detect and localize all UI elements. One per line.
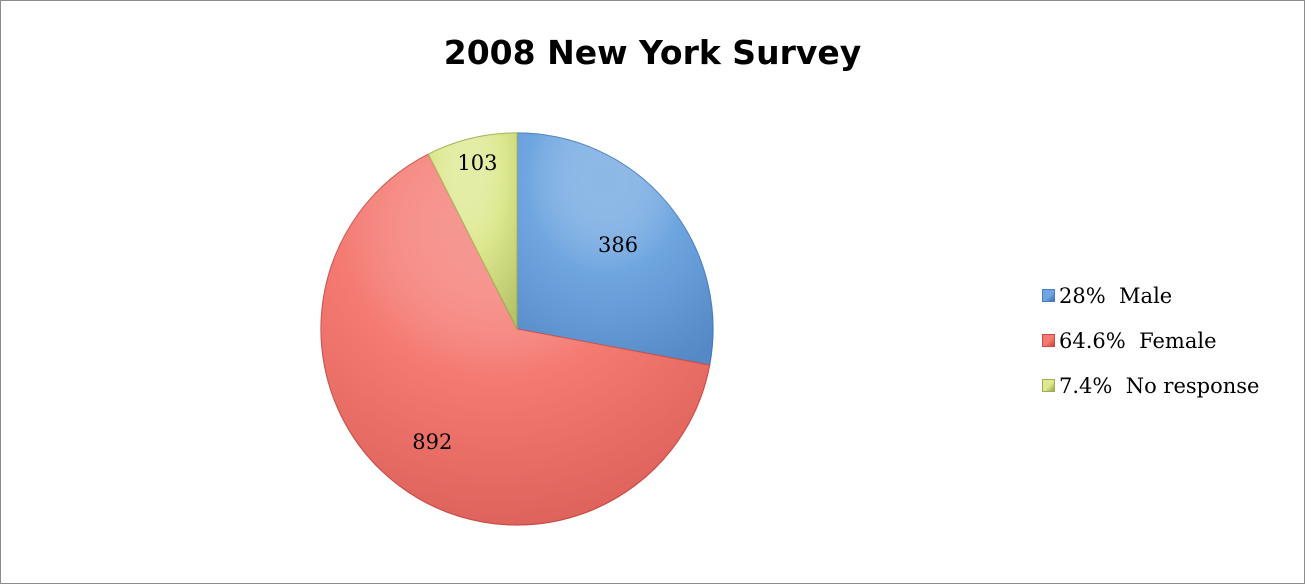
- legend-swatch-no-response: [1042, 379, 1055, 392]
- legend-item-female: 64.6% Female: [1042, 318, 1259, 363]
- legend-item-male: 28% Male: [1042, 273, 1259, 318]
- pie-slice-shading-no-response: [428, 133, 517, 329]
- pie-value-labels: 386 892 103: [412, 151, 638, 454]
- legend-item-no-response: 7.4% No response: [1042, 363, 1259, 408]
- legend-percent-male: 28%: [1059, 283, 1106, 308]
- pie-value-label-no-response: 103: [457, 151, 497, 175]
- legend-label-no-response: No response: [1125, 373, 1260, 398]
- pie-slices: [320, 132, 714, 526]
- pie-value-label-male: 386: [598, 233, 638, 257]
- legend-label-male: Male: [1119, 283, 1173, 308]
- legend-percent-no-response: 7.4%: [1059, 373, 1113, 398]
- legend-swatch-male: [1042, 289, 1055, 302]
- pie-value-label-female: 892: [412, 430, 452, 454]
- pie-slice-shading-female: [320, 154, 710, 525]
- chart-title: 2008 New York Survey: [443, 33, 862, 72]
- legend: 28% Male 64.6% Female 7.4% No response: [1042, 273, 1259, 408]
- legend-label-female: Female: [1139, 328, 1217, 353]
- legend-swatch-female: [1042, 334, 1055, 347]
- legend-percent-female: 64.6%: [1059, 328, 1126, 353]
- pie-slice-shading-male: [517, 133, 713, 366]
